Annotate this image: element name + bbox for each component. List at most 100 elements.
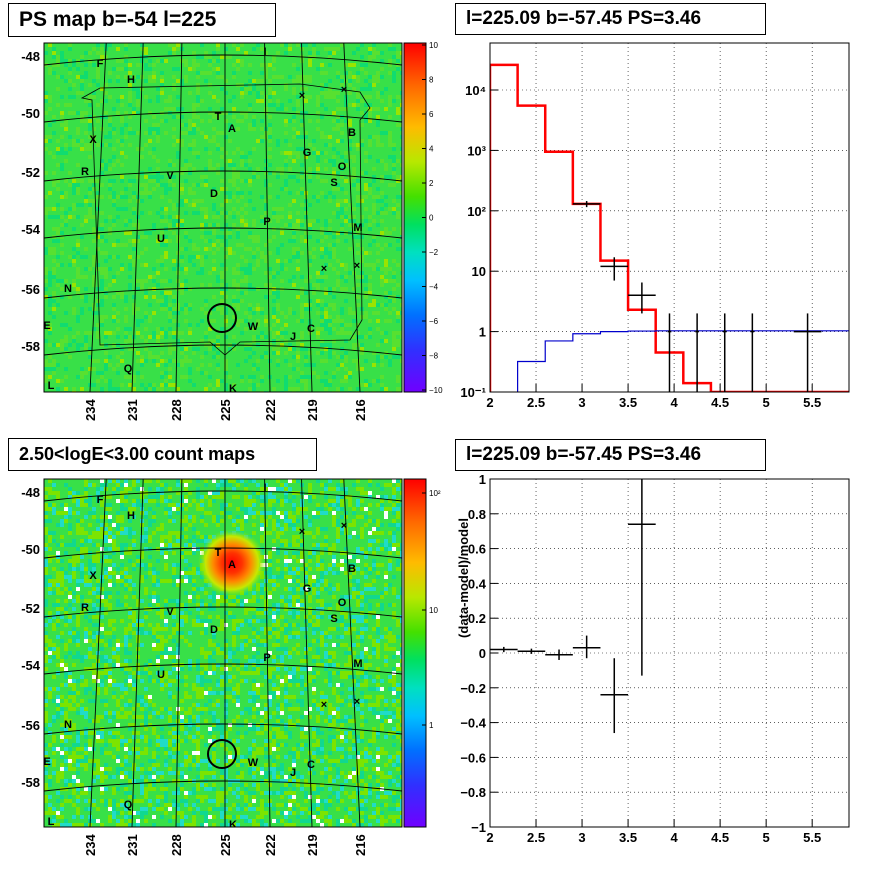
model-step-line [490, 63, 849, 392]
longitude-tick-label: 231 [125, 834, 140, 856]
spectrum-x-tick-label: 2.5 [527, 395, 545, 410]
source-label-w: W [248, 757, 259, 769]
source-label-m: M [353, 222, 362, 234]
source-label-p: P [263, 216, 270, 228]
colorbar-tick-label: 10 [429, 41, 438, 50]
latitude-grid-line [44, 606, 402, 618]
colorbar-tick-label: 6 [429, 110, 434, 119]
latitude-tick-label: -54 [21, 222, 41, 237]
source-label-g: G [303, 147, 312, 159]
source-label-t: T [215, 547, 222, 559]
latitude-tick-label: -48 [21, 485, 40, 500]
spectrum-plot: 2 2.5 3 3.5 4 4.5 5 5.5 10⁻¹ 1 10 10² 10³ 10⁴ [460, 42, 850, 410]
longitude-tick-label: 228 [169, 399, 184, 421]
spectrum-x-tick-label: 2 [486, 395, 493, 410]
source-label-n: N [64, 283, 72, 295]
latitude-grid-line [44, 663, 402, 675]
ps-map-noise [44, 43, 402, 392]
colorbar-tick-label: 8 [429, 76, 434, 85]
longitude-grid-line [175, 479, 183, 827]
colorbar-tick-label: −10 [429, 386, 443, 395]
source-label-j: J [290, 331, 296, 343]
latitude-tick-label: -50 [21, 542, 40, 557]
source-label-c: C [307, 759, 315, 771]
source-label-q: Q [124, 363, 133, 375]
residual-background [490, 479, 849, 827]
longitude-tick-label: 216 [353, 834, 368, 856]
colorbar-tick-label: 4 [429, 145, 434, 154]
residual-point [490, 646, 518, 653]
latitude-tick-label: -58 [21, 339, 40, 354]
latitude-tick-label: -50 [21, 106, 40, 121]
source-label-q: Q [124, 799, 133, 811]
longitude-tick-label: 225 [218, 834, 233, 856]
longitude-grid-line [89, 43, 107, 392]
unlabeled-source-marker: × [341, 84, 347, 96]
colorbar-tick-label: 0 [429, 214, 434, 223]
count-map-noise [44, 479, 402, 827]
spectrum-x-tick-label: 3.5 [619, 395, 637, 410]
spectrum-x-tick-label: 4 [670, 395, 678, 410]
data-point [695, 313, 699, 392]
longitude-grid-line [175, 43, 183, 392]
residual-y-tick-label: −1 [471, 820, 486, 835]
spectrum-title: l=225.09 b=-57.45 PS=3.46 [455, 3, 766, 35]
residual-y-tick-label: −0.8 [460, 785, 486, 800]
source-label-s: S [330, 177, 337, 189]
ps-colorbar [404, 43, 426, 392]
source-label-f: F [97, 58, 104, 70]
longitude-tick-label: 222 [263, 834, 278, 856]
data-point [793, 313, 822, 392]
source-label-e: E [43, 320, 50, 332]
residual-y-tick-label: 0 [479, 646, 486, 661]
residual-point [628, 479, 656, 676]
source-a-emission [198, 529, 266, 597]
source-label-b: B [348, 127, 356, 139]
residual-x-tick-label: 5 [763, 830, 770, 845]
latitude-grid-line [44, 170, 402, 182]
longitude-tick-label: 228 [169, 834, 184, 856]
unlabeled-source-marker: × [341, 520, 347, 532]
ps-map-title: PS map b=-54 l=225 [8, 3, 276, 37]
latitude-tick-label: -54 [21, 658, 41, 673]
residual-point [572, 635, 601, 659]
spectrum-y-tick-label: 1 [479, 325, 486, 340]
source-label-k: K [229, 819, 237, 831]
source-label-u: U [157, 233, 165, 245]
longitude-grid-line [264, 43, 271, 392]
longitude-tick-label: 225 [218, 399, 233, 421]
residual-x-tick-label: 2 [486, 830, 493, 845]
source-label-x: X [89, 134, 97, 146]
colorbar-tick-label: −2 [429, 248, 439, 257]
source-label-v: V [166, 606, 174, 618]
source-label-a: A [228, 559, 236, 571]
count-map-title: 2.50<logE<3.00 count maps [8, 438, 317, 471]
spectrum-x-tick-label: 3 [578, 395, 585, 410]
residual-y-tick-label: 0.2 [468, 611, 486, 626]
source-label-g: G [303, 583, 312, 595]
residual-y-tick-label: 1 [479, 472, 486, 487]
source-label-b: B [348, 563, 356, 575]
source-label-r: R [81, 166, 89, 178]
unlabeled-source-marker: × [354, 260, 360, 272]
longitude-grid-line [89, 479, 107, 827]
source-label-d: D [210, 188, 218, 200]
residual-x-tick-label: 5.5 [803, 830, 821, 845]
residual-plot: 2 2.5 3 3.5 4 4.5 5 5.5 −1 −0.8 −0.6 −0.4 −0.2 0 0.2 0.… [456, 472, 850, 845]
source-label-e: E [43, 756, 50, 768]
residual-x-tick-label: 4.5 [711, 830, 729, 845]
source-label-d: D [210, 624, 218, 636]
longitude-grid-line [343, 479, 361, 827]
source-label-l: L [48, 816, 55, 828]
data-point [628, 282, 656, 314]
spectrum-x-tick-label: 5.5 [803, 395, 821, 410]
residual-title: l=225.09 b=-57.45 PS=3.46 [455, 439, 766, 471]
colorbar-tick-label: 10 [429, 606, 438, 615]
count-map-noise [44, 479, 402, 827]
residual-y-axis-label: (data-model)/model [456, 518, 471, 638]
data-point [750, 313, 755, 392]
longitude-tick-label: 219 [305, 834, 320, 856]
unlabeled-source-marker: × [321, 263, 327, 275]
source-label-j: J [290, 767, 296, 779]
longitude-tick-label: 219 [305, 399, 320, 421]
